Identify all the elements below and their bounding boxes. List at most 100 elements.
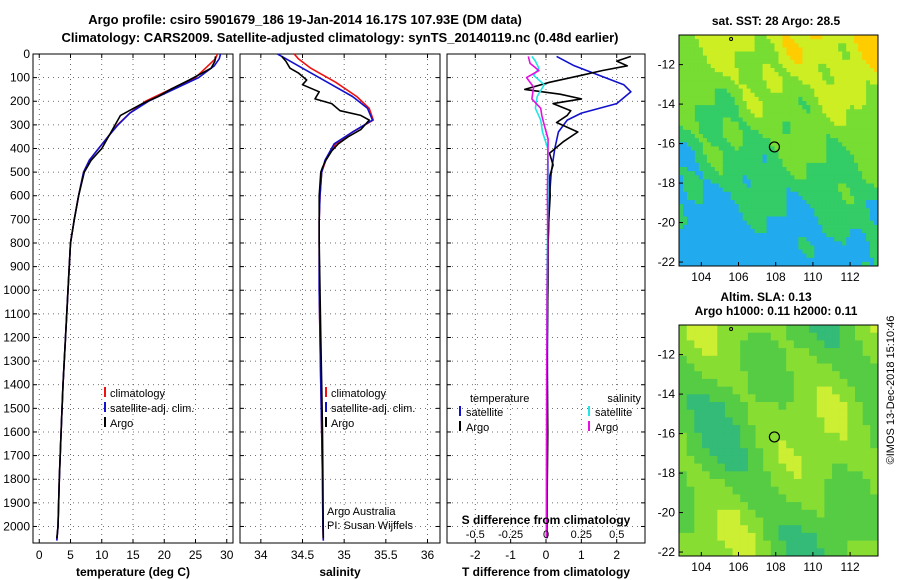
map-cell xyxy=(806,208,811,213)
map-cell xyxy=(698,183,704,188)
map-cell xyxy=(710,121,716,127)
map-cell xyxy=(762,63,767,69)
legend-label: climatology xyxy=(331,388,387,400)
map-cell xyxy=(679,154,684,160)
map-cell xyxy=(862,371,871,380)
map-cell xyxy=(706,63,712,69)
map-cell xyxy=(847,494,856,503)
map-cell xyxy=(874,142,879,147)
map-cell xyxy=(809,525,818,534)
map-cell xyxy=(750,162,755,168)
map-cell xyxy=(686,440,695,449)
map-cell xyxy=(690,195,696,201)
map-cell xyxy=(847,455,856,464)
map-cell xyxy=(790,68,795,73)
map-cell xyxy=(862,540,871,549)
map-cell xyxy=(747,432,756,441)
map-cell xyxy=(742,253,748,259)
map-cell xyxy=(730,187,736,193)
map-cell xyxy=(830,233,835,238)
map-cell xyxy=(690,113,696,118)
map-cell xyxy=(717,517,726,526)
legend-label: satellite-adj. clim. xyxy=(331,403,415,415)
map-cell xyxy=(724,486,733,495)
map-cell xyxy=(734,253,740,259)
map-cell xyxy=(814,105,819,110)
map-cell xyxy=(862,35,867,40)
map-cell xyxy=(758,216,763,221)
map-cell xyxy=(683,208,688,213)
map-cell xyxy=(679,417,688,426)
map-cell xyxy=(726,105,732,110)
map-cell xyxy=(822,146,827,151)
map-cell xyxy=(687,171,692,176)
map-cell xyxy=(806,200,811,205)
map-cell xyxy=(838,195,843,201)
map-cell xyxy=(862,394,871,403)
map-cell xyxy=(794,142,799,147)
map-cell xyxy=(774,237,779,242)
map-cell xyxy=(726,63,732,69)
map-cell xyxy=(847,502,856,511)
map-cell xyxy=(790,47,795,52)
map-cell xyxy=(679,402,688,411)
map-cell xyxy=(722,63,728,69)
map-cell xyxy=(690,212,696,217)
x-tick-label: 2 xyxy=(613,548,620,562)
map-cell xyxy=(762,233,767,238)
map-cell xyxy=(854,257,859,263)
map-cell xyxy=(838,146,843,151)
map-cell xyxy=(854,224,859,230)
map-cell xyxy=(874,101,879,106)
map-cell xyxy=(782,68,787,73)
map-cell xyxy=(854,237,859,242)
map-cell xyxy=(818,129,823,135)
y-tick-label: 1700 xyxy=(3,449,30,463)
map-cell xyxy=(738,187,744,193)
map-cell xyxy=(738,212,744,217)
map-cell xyxy=(714,129,720,135)
map-cell xyxy=(687,129,692,135)
map-cell xyxy=(850,233,855,238)
map-cell xyxy=(809,494,818,503)
map-cell xyxy=(794,47,799,52)
map-cell xyxy=(830,101,835,106)
map-cell xyxy=(798,191,803,197)
map-cell xyxy=(738,183,744,188)
map-cell xyxy=(850,121,855,127)
map-cell xyxy=(834,109,839,114)
map-cell xyxy=(818,200,823,205)
map-cell xyxy=(855,548,864,557)
map-cell xyxy=(854,68,859,73)
map-cell xyxy=(847,440,856,449)
map-cell xyxy=(746,117,752,122)
map-cell xyxy=(763,509,772,518)
map-cell xyxy=(782,187,787,193)
legend-label: Argo xyxy=(110,418,133,430)
map-cell xyxy=(810,113,815,118)
map-cell xyxy=(850,59,855,65)
map-cell xyxy=(679,175,684,180)
map-cell xyxy=(758,179,763,184)
map-cell xyxy=(794,179,799,184)
map-cell xyxy=(770,224,775,230)
map-cell xyxy=(810,43,815,48)
map-cell xyxy=(755,440,764,449)
map-cell xyxy=(714,142,720,147)
map-cell xyxy=(855,540,864,549)
map-cell xyxy=(862,125,867,131)
map-cell xyxy=(801,517,810,526)
map-cell xyxy=(758,208,763,213)
map-cell xyxy=(755,409,764,418)
map-cell xyxy=(766,105,771,110)
map-cell xyxy=(702,208,708,213)
map-cell xyxy=(818,249,823,254)
map-cell xyxy=(694,532,703,541)
map-cell xyxy=(698,43,704,48)
map-cell xyxy=(824,432,833,441)
map-cell xyxy=(822,68,827,73)
map-cell xyxy=(706,208,712,213)
map-cell xyxy=(786,55,791,61)
map-cell xyxy=(762,220,767,226)
map-cell xyxy=(740,471,749,480)
